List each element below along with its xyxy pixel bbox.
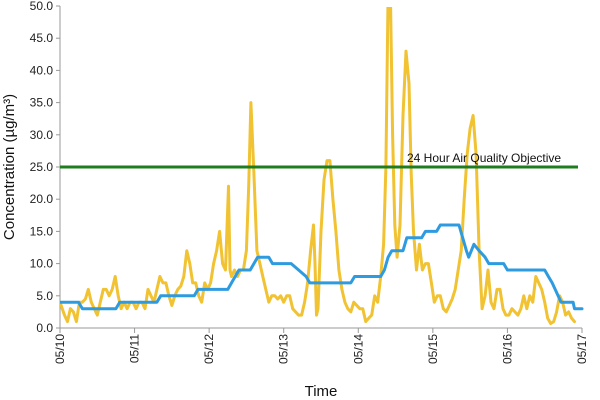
y-tick-label: 30.0 (30, 128, 54, 142)
objective-label: 24 Hour Air Quality Objective (407, 151, 561, 165)
x-tick-label: 05/17 (575, 334, 589, 364)
x-tick-label: 05/12 (202, 334, 216, 364)
x-tick-label: 05/10 (53, 334, 67, 364)
y-tick-label: 0.0 (36, 321, 53, 335)
y-tick-label: 25.0 (30, 160, 54, 174)
series-line-hourly (60, 7, 576, 325)
x-axis-title: Time (305, 383, 338, 400)
y-tick-label: 15.0 (30, 224, 54, 238)
x-axis: 05/10 05/11 05/12 05/13 05/14 05/15 05/16 05/17 (53, 327, 589, 364)
y-axis-title: Concentration (µg/m³) (1, 94, 18, 240)
y-tick-label: 40.0 (30, 63, 54, 77)
y-tick-label: 35.0 (30, 96, 54, 110)
y-tick-label: 5.0 (36, 289, 53, 303)
x-tick-label: 05/16 (500, 334, 514, 364)
x-tick-label: 05/15 (426, 334, 440, 364)
x-tick-label: 05/14 (351, 334, 365, 364)
x-tick-label: 05/13 (277, 334, 291, 364)
x-tick-labels: 05/10 05/11 05/12 05/13 05/14 05/15 05/16 05/17 (53, 328, 589, 364)
series-line-rolling-24h (60, 223, 584, 311)
y-tick-label: 50.0 (30, 0, 54, 13)
y-tick-label: 10.0 (30, 257, 54, 271)
y-tick-labels: 0.0 5.0 10.0 15.0 20.0 25.0 30.0 35.0 40.0 45.0 50… (30, 0, 60, 335)
objective-group: 24 Hour Air Quality Objective (60, 151, 578, 169)
y-tick-label: 20.0 (30, 192, 54, 206)
y-tick-label: 45.0 (30, 31, 54, 45)
x-tick-label: 05/11 (128, 334, 142, 363)
y-axis: 0.0 5.0 10.0 15.0 20.0 25.0 30.0 35.0 40.0 45.0 50… (30, 0, 61, 335)
series-layer (60, 7, 584, 325)
